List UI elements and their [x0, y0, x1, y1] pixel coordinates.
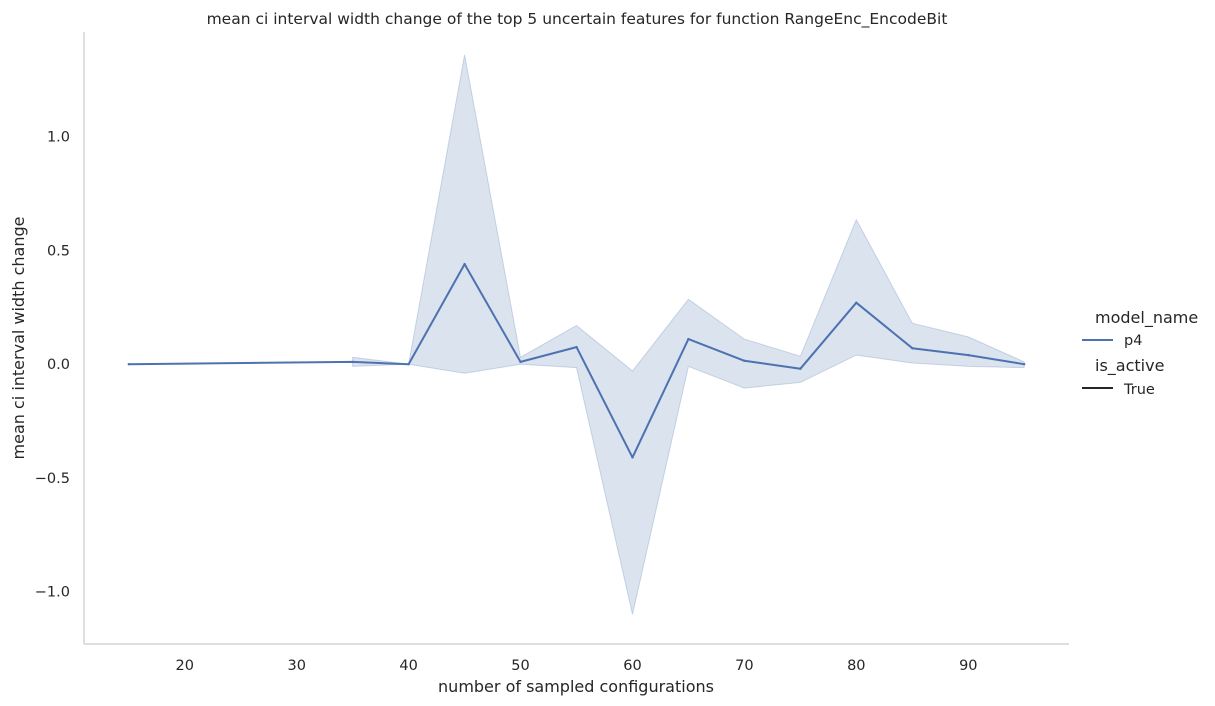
x-axis-label: number of sampled configurations [438, 677, 714, 696]
x-tick-label-90: 90 [959, 658, 977, 674]
y-tick-label-0: 0.0 [47, 357, 70, 373]
data-point-p4-55 [575, 345, 578, 349]
x-tick-label-50: 50 [511, 658, 529, 674]
x-tick-label-40: 40 [399, 658, 417, 674]
data-point-p4-45 [463, 262, 466, 266]
x-tick-label-80: 80 [847, 658, 865, 674]
data-point-p4-70 [743, 359, 746, 362]
data-point-p4-90 [967, 353, 970, 357]
x-tick-label-30: 30 [287, 658, 305, 674]
x-tick-label-70: 70 [735, 658, 753, 674]
data-point-p4-65 [687, 337, 690, 341]
y-tick-label-1: 1.0 [47, 130, 70, 146]
x-tick-label-60: 60 [623, 658, 641, 674]
legend-style-title: is_active [1095, 356, 1164, 376]
legend-hue-title: model_name [1095, 308, 1198, 328]
data-point-p4-95 [1022, 363, 1026, 366]
data-point-p4-40 [407, 363, 410, 366]
x-tick-label-20: 20 [175, 658, 193, 674]
plot-area [127, 54, 1026, 615]
data-point-p4-85 [911, 347, 914, 350]
x-tick-labels: 20 30 40 50 60 70 80 90 [175, 658, 977, 674]
series-line-p4 [128, 263, 1025, 459]
data-point-p4-60 [631, 456, 634, 459]
y-tick-label-0.5: 0.5 [47, 243, 70, 259]
data-point-p4-15 [127, 363, 130, 366]
ci-band-p4 [352, 54, 1025, 615]
y-tick-label--0.5: −0.5 [35, 471, 70, 487]
chart-title: mean ci interval width change of the top… [207, 10, 948, 29]
data-point-p4-50 [519, 360, 522, 364]
data-point-p4-35 [351, 360, 354, 364]
y-tick-label--1: −1.0 [35, 585, 70, 601]
y-axis-label: mean ci interval width change [9, 217, 28, 460]
legend: model_name p4 is_active True [1082, 308, 1198, 398]
data-point-p4-75 [799, 367, 802, 370]
data-point-p4-80 [855, 301, 858, 304]
legend-p4-label: p4 [1124, 333, 1142, 349]
y-tick-labels: −1.0 −0.5 0.0 0.5 1.0 [35, 130, 70, 601]
legend-true-label: True [1123, 382, 1155, 398]
